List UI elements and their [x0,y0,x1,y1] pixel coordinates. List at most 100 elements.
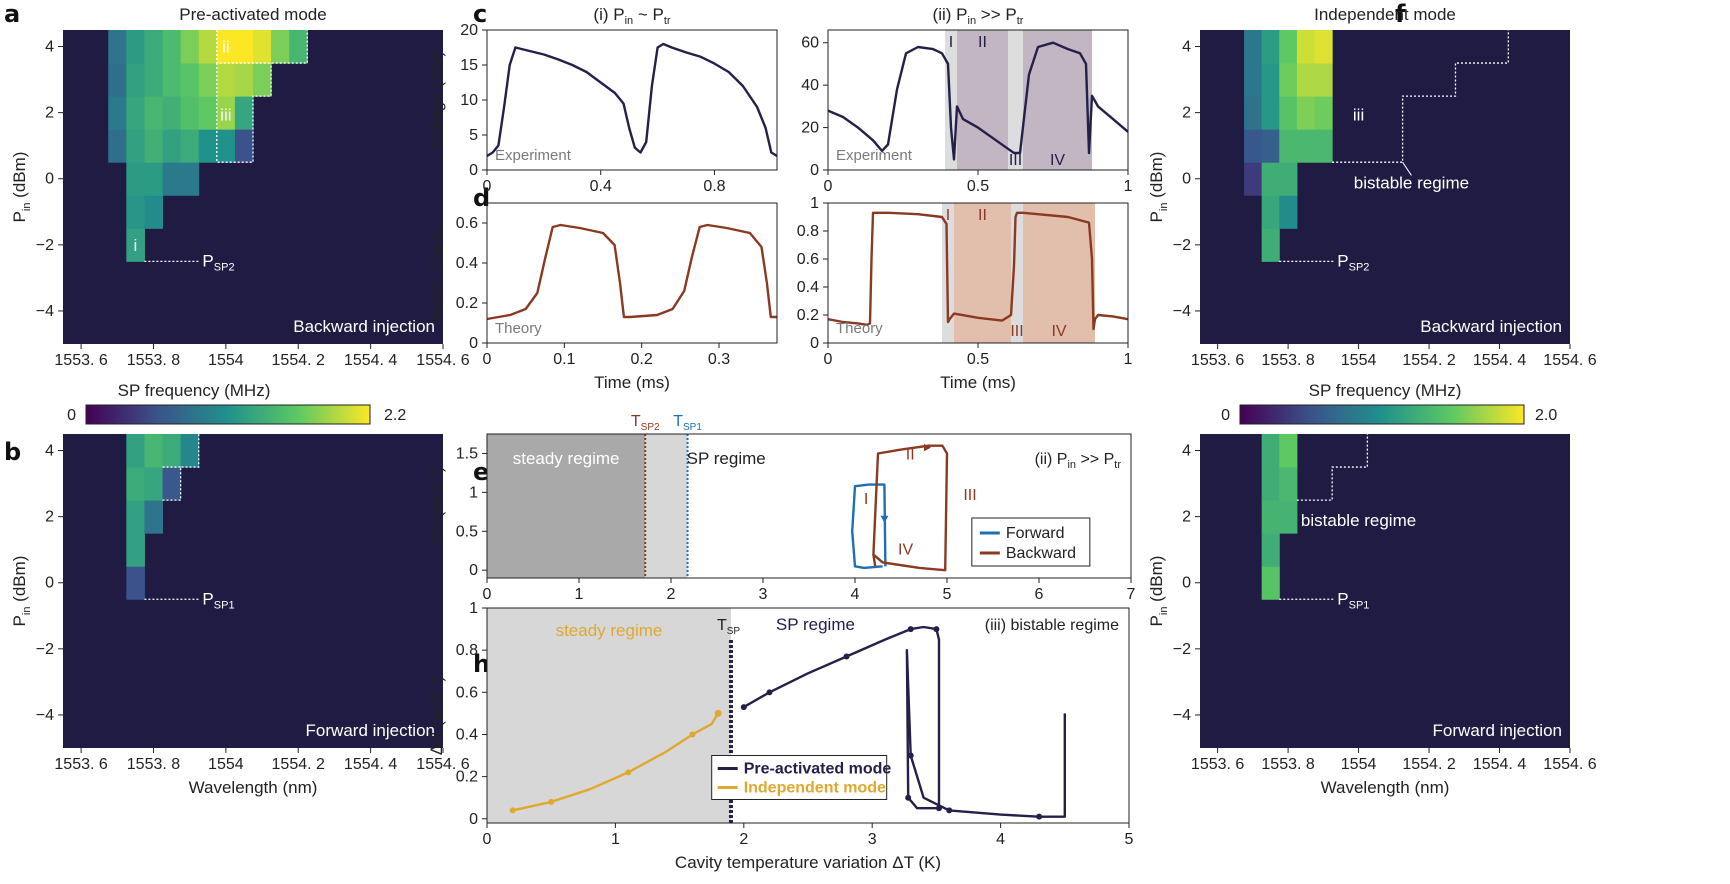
g-psp1-label-part: P [1337,589,1348,608]
panel-label-f: f [1395,0,1406,28]
h-series-pre-activated-mode-marker [1036,813,1043,820]
h-legend-label: Independent mode [744,779,886,796]
d2-x-tick-label: 0 [824,351,833,368]
d1-y-tick-label: 0.2 [456,295,478,312]
a-annotation: ii [222,38,230,57]
a-heatmap-cell [234,129,254,163]
e-legend [971,517,1091,567]
b-x-tick-label: 1554. 2 [272,756,325,773]
h-x-tick-label: 1 [611,831,620,848]
f-y-axis-label-part: P [1147,211,1166,222]
c1-title-part: tr [664,15,671,27]
c1-x-tick-label: 0.8 [703,178,725,195]
g-heatmap-cell [1261,533,1280,567]
c2-axes-frame [827,29,1129,171]
f-heatmap-cell [1279,96,1298,130]
h-steady-regime-label: steady regime [556,621,663,640]
b-heatmap-cell [162,434,182,468]
panel-label-a: a [4,0,20,28]
a-heatmap-cell [126,195,145,229]
h-y-tick-label: 0.2 [456,769,478,786]
b-x-tick-label: 1554. 4 [344,756,397,773]
panel-label-e: e [473,458,489,486]
h-threshold-label: TSP [717,617,740,637]
h-series-pre-activated-mode-marker [935,805,942,812]
a-heatmap-cell [198,129,218,163]
f-heatmap-cell [1279,162,1298,196]
c2-title-part: >> P [976,5,1017,24]
d2-x-axis-label: Time (ms) [940,373,1016,392]
f-heatmap-cell [1279,63,1298,97]
f-heatmap-cell [1244,96,1263,130]
h-threshold-label-part: SP [727,626,741,637]
d2-y-tick-label: 0.2 [797,307,819,324]
c2-x-tick-label: 0 [824,178,833,195]
h-series-pre-activated-mode [743,625,1067,818]
h-series-independent-mode-start-marker [509,807,516,814]
panel-label-b: b [4,438,21,466]
e-legend-label: Backward [1006,545,1076,562]
d2-y-tick-label: 0.8 [797,223,819,240]
e-y-tick-label: 0.5 [456,523,478,540]
f-heatmap-cell [1244,162,1263,196]
a-x-tick-label: 1554. 6 [416,352,469,369]
a-y-tick-label: 0 [45,171,54,188]
b-y-tick-label: −2 [36,641,54,658]
a-heatmap-cell [162,63,182,97]
d1-x-tick-label: 0.1 [553,351,575,368]
c1-y-tick-label: 0 [469,162,478,179]
g-y-tick-label: 4 [1182,443,1191,460]
e-y-axis-label-part: ΔN (x10 [427,484,446,545]
c2-band-label: II [978,34,987,51]
a-heatmap-cell [180,162,200,196]
d2-x-tick-label: 1 [1124,351,1133,368]
f-heatmap-cell [1261,228,1280,262]
a-x-tick-label: 1554. 4 [344,352,397,369]
e-y-axis-label-part: 23 [427,472,439,484]
g-heatmap-cell [1261,434,1280,468]
c2-title-part: in [968,15,977,27]
f-y-tick-label: 0 [1182,171,1191,188]
c1-series-line [486,42,778,158]
e-y-tick-label: 1.5 [456,445,478,462]
e-threshold-label-part: SP2 [641,422,660,433]
a-heatmap-cell [126,162,145,196]
d2-axes-frame [827,202,1129,344]
f-psp2-label-part: P [1337,251,1348,270]
h-x-tick-label: 4 [996,831,1005,848]
c2-y-tick-label: 20 [801,120,819,137]
h-series-pre-activated-mode-start-marker [740,704,747,711]
a-heatmap-cell [162,162,182,196]
f-heatmap-cell [1244,63,1263,97]
f-bistable-label: bistable regime [1354,173,1469,192]
a-heatmap-cell [162,129,182,163]
d1-x-tick-label: 0.2 [631,351,653,368]
f-colorbar-max: 2.0 [1535,407,1557,424]
d2-band [1023,203,1095,343]
b-x-tick-label: 1554 [208,756,244,773]
d1-y-tick-label: 0 [469,335,478,352]
d2-y-tick-label: 0 [810,335,819,352]
a-psp2-label-part: SP2 [214,261,235,273]
c2-x-tick-label: 1 [1124,178,1133,195]
c1-y-tick-label: 20 [460,22,478,39]
e-region [645,434,688,578]
g-x-tick-label: 1554. 2 [1402,756,1455,773]
h-x-tick-label: 5 [1125,831,1134,848]
f-y-tick-label: 4 [1182,39,1191,56]
b-y-axis-label: Pin (dBm) [10,556,33,627]
h-series-independent-mode-marker [689,731,696,738]
d2-band-label: I [946,207,950,224]
h-y-tick-label: 0.8 [456,642,478,659]
a-heatmap-cell [108,129,127,163]
g-y-tick-label: 0 [1182,575,1191,592]
g-heatmap-cell [1261,566,1280,600]
f-heatmap-cell [1279,30,1298,64]
b-heatmap-cell [144,467,164,501]
b-heatmap-cell [126,467,145,501]
c2-title-part: tr [1017,15,1024,27]
h-y-axis-label: ΔN (x1023) [427,676,446,755]
a-heatmap-cell [144,162,164,196]
f-x-tick-label: 1554. 2 [1402,352,1455,369]
d2-series-line [827,211,1129,331]
